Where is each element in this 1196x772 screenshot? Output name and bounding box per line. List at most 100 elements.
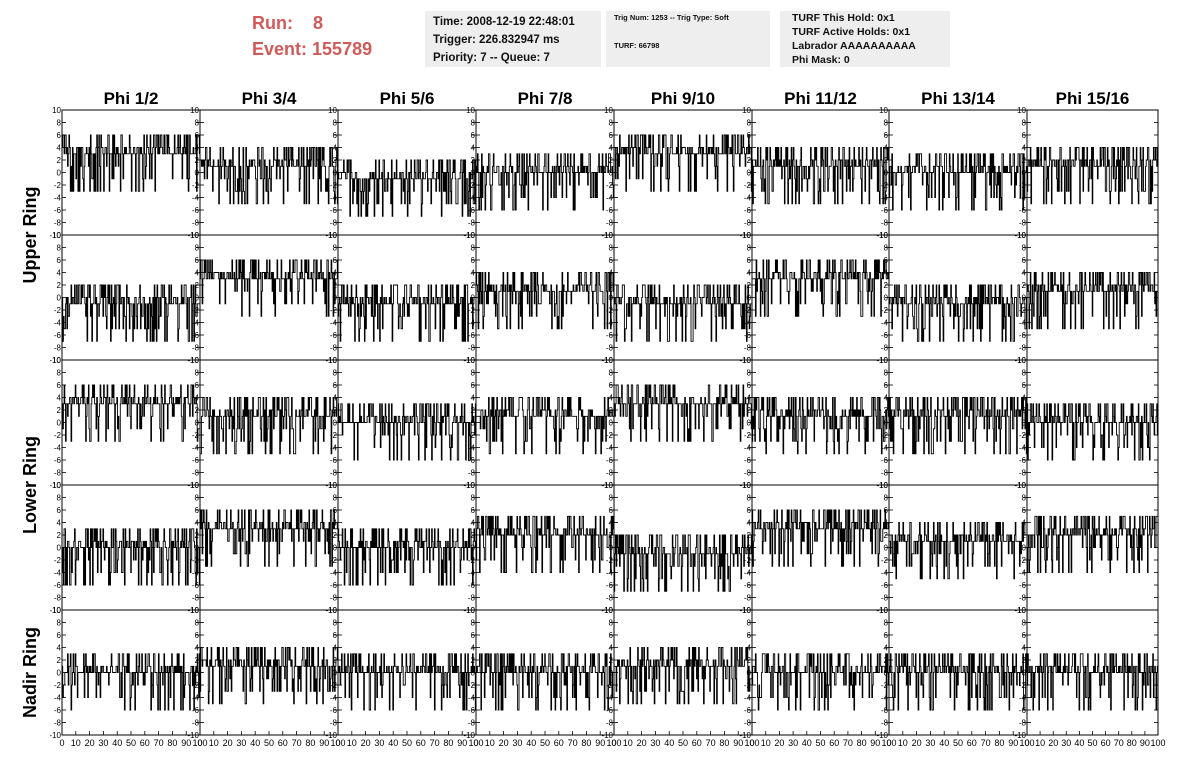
y-tick-label: 6 bbox=[471, 381, 476, 390]
y-tick-label: 0 bbox=[333, 669, 338, 678]
y-tick-label: -4 bbox=[744, 694, 752, 703]
x-tick-label: 70 bbox=[154, 738, 164, 748]
y-tick-label: -2 bbox=[606, 431, 614, 440]
x-tick-label: 100 bbox=[468, 738, 483, 748]
y-tick-label: -8 bbox=[54, 594, 62, 603]
y-tick-label: -6 bbox=[192, 206, 200, 215]
waveform-trace bbox=[889, 653, 1028, 711]
y-tick-label: -2 bbox=[1019, 306, 1027, 315]
x-tick-label: 20 bbox=[912, 738, 922, 748]
panel-frame bbox=[199, 359, 339, 486]
y-tick-label: 6 bbox=[57, 256, 62, 265]
y-tick-label: 10 bbox=[1017, 106, 1026, 115]
turf-text: TURF: 66798 bbox=[614, 41, 660, 50]
x-tick-label: 10 bbox=[347, 738, 357, 748]
y-tick-label: 8 bbox=[471, 619, 476, 628]
y-tick-label: -8 bbox=[192, 719, 200, 728]
y-tick-label: 10 bbox=[190, 106, 199, 115]
y-tick-label: 8 bbox=[747, 369, 752, 378]
y-tick-label: 0 bbox=[195, 169, 200, 178]
y-tick-label: -2 bbox=[744, 431, 752, 440]
y-tick-label: 2 bbox=[1022, 156, 1027, 165]
y-tick-label: -8 bbox=[744, 594, 752, 603]
y-tick-label: 4 bbox=[195, 519, 200, 528]
y-tick-label: 2 bbox=[609, 656, 614, 665]
y-tick-label: -2 bbox=[330, 431, 338, 440]
x-tick-label: 80 bbox=[581, 738, 591, 748]
y-tick-label: 10 bbox=[52, 356, 61, 365]
y-tick-label: 2 bbox=[333, 406, 338, 415]
x-tick-label: 50 bbox=[678, 738, 688, 748]
waveform-trace bbox=[1027, 403, 1159, 461]
waveform-trace bbox=[614, 134, 753, 192]
y-tick-label: -4 bbox=[606, 194, 614, 203]
x-tick-label: 90 bbox=[319, 738, 329, 748]
y-tick-label: -6 bbox=[744, 456, 752, 465]
y-tick-label: -2 bbox=[192, 181, 200, 190]
y-tick-label: -2 bbox=[881, 181, 889, 190]
waveform-trace bbox=[62, 134, 201, 192]
y-tick-label: 2 bbox=[471, 156, 476, 165]
x-tick-label: 100 bbox=[1019, 738, 1034, 748]
y-tick-label: 4 bbox=[884, 644, 889, 653]
y-tick-label: -6 bbox=[54, 206, 62, 215]
y-tick-label: 8 bbox=[1022, 494, 1027, 503]
x-tick-label: 20 bbox=[774, 738, 784, 748]
y-tick-label: -6 bbox=[1019, 706, 1027, 715]
y-tick-label: -2 bbox=[330, 681, 338, 690]
y-tick-label: 2 bbox=[884, 281, 889, 290]
y-tick-label: -8 bbox=[881, 719, 889, 728]
y-tick-label: -2 bbox=[744, 556, 752, 565]
x-tick-label: 90 bbox=[457, 738, 467, 748]
x-tick-label: 0 bbox=[335, 738, 340, 748]
y-tick-label: 4 bbox=[609, 644, 614, 653]
y-tick-label: 10 bbox=[466, 106, 475, 115]
y-tick-label: 4 bbox=[471, 394, 476, 403]
waveform-trace bbox=[200, 647, 338, 705]
y-tick-label: 2 bbox=[1022, 656, 1027, 665]
y-tick-label: 8 bbox=[333, 369, 338, 378]
y-tick-label: 2 bbox=[471, 531, 476, 540]
y-tick-label: 10 bbox=[328, 606, 337, 615]
x-tick-label: 80 bbox=[1127, 738, 1137, 748]
y-tick-label: 10 bbox=[604, 356, 613, 365]
x-tick-label: 30 bbox=[925, 738, 935, 748]
y-tick-label: -4 bbox=[54, 319, 62, 328]
y-tick-label: -6 bbox=[881, 581, 889, 590]
y-tick-label: 0 bbox=[747, 419, 752, 428]
y-tick-label: -6 bbox=[192, 706, 200, 715]
x-tick-label: 60 bbox=[278, 738, 288, 748]
y-tick-label: -4 bbox=[744, 569, 752, 578]
y-tick-label: -10 bbox=[49, 481, 61, 490]
y-tick-label: 6 bbox=[471, 131, 476, 140]
x-tick-label: 70 bbox=[1114, 738, 1124, 748]
x-tick-label: 90 bbox=[595, 738, 605, 748]
y-tick-label: 2 bbox=[609, 156, 614, 165]
y-tick-label: -6 bbox=[1019, 581, 1027, 590]
y-tick-label: 0 bbox=[884, 419, 889, 428]
y-tick-label: 0 bbox=[471, 294, 476, 303]
x-tick-label: 20 bbox=[499, 738, 509, 748]
x-tick-label: 0 bbox=[1024, 738, 1029, 748]
waveform-trace bbox=[200, 147, 338, 205]
y-tick-label: 0 bbox=[471, 544, 476, 553]
x-tick-label: 30 bbox=[650, 738, 660, 748]
y-tick-label: -8 bbox=[881, 594, 889, 603]
y-tick-label: -2 bbox=[468, 681, 476, 690]
y-tick-label: 4 bbox=[747, 394, 752, 403]
y-tick-label: -8 bbox=[468, 719, 476, 728]
y-tick-label: -10 bbox=[463, 731, 475, 740]
y-tick-label: -2 bbox=[881, 681, 889, 690]
y-tick-label: -2 bbox=[192, 681, 200, 690]
x-tick-label: 70 bbox=[292, 738, 302, 748]
y-tick-label: -6 bbox=[54, 581, 62, 590]
y-tick-label: 2 bbox=[747, 531, 752, 540]
y-tick-label: -6 bbox=[881, 331, 889, 340]
x-tick-label: 100 bbox=[744, 738, 759, 748]
y-tick-label: -2 bbox=[54, 306, 62, 315]
y-tick-label: 8 bbox=[471, 369, 476, 378]
waveform-trace bbox=[338, 653, 477, 711]
y-tick-label: 8 bbox=[1022, 244, 1027, 253]
x-tick-label: 0 bbox=[473, 738, 478, 748]
